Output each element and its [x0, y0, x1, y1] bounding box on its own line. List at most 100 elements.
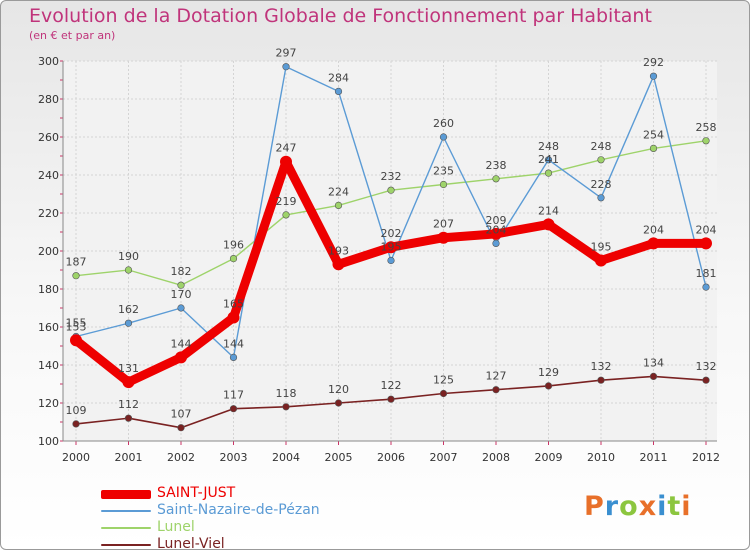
data-point: [700, 237, 712, 250]
data-label: 202: [381, 227, 402, 240]
data-point: [437, 231, 450, 244]
data-label: 254: [643, 128, 664, 141]
data-point: [282, 403, 290, 411]
data-label: 120: [328, 383, 349, 396]
data-label: 260: [433, 117, 454, 130]
data-point: [72, 272, 80, 280]
logo-letter: t: [667, 491, 682, 522]
legend-item: Lunel: [101, 519, 361, 536]
y-tick-label: 280: [38, 93, 59, 106]
y-tick-label: 200: [38, 245, 59, 258]
data-label: 204: [643, 223, 664, 236]
data-point: [177, 424, 185, 432]
y-tick-label: 260: [38, 131, 59, 144]
legend-swatch: [101, 527, 151, 529]
proxiti-logo: Proxiti: [584, 491, 692, 522]
x-tick-label: 2000: [62, 451, 90, 464]
data-point: [492, 386, 500, 394]
x-tick-label: 2001: [115, 451, 143, 464]
data-label: 129: [538, 366, 559, 379]
data-label: 228: [591, 178, 612, 191]
data-label: 238: [486, 159, 507, 172]
logo-letter: r: [604, 491, 620, 522]
data-point: [649, 372, 658, 381]
data-point: [595, 254, 607, 267]
data-point: [702, 137, 710, 145]
data-point: [70, 334, 82, 347]
data-label: 235: [433, 165, 454, 178]
data-label: 209: [486, 214, 507, 227]
data-point: [439, 133, 448, 141]
legend-swatch: [101, 544, 151, 546]
data-label: 122: [381, 379, 402, 392]
data-label: 170: [171, 288, 192, 301]
data-label: 190: [118, 250, 139, 263]
data-point: [122, 376, 135, 389]
y-tick-label: 240: [38, 169, 59, 182]
data-label: 241: [538, 153, 559, 166]
data-point: [492, 239, 500, 247]
y-tick-label: 220: [38, 207, 59, 220]
data-point: [385, 241, 397, 254]
logo-letter: i: [681, 491, 692, 522]
data-point: [387, 256, 395, 265]
data-point: [124, 266, 133, 274]
y-tick-label: 180: [38, 283, 59, 296]
legend-swatch: [101, 489, 151, 499]
x-tick-label: 2011: [640, 451, 668, 464]
data-point: [387, 395, 395, 403]
data-point: [597, 194, 605, 202]
data-label: 134: [643, 356, 664, 369]
data-point: [490, 227, 502, 240]
legend-label: Saint-Nazaire-de-Pézan: [157, 502, 320, 518]
legend-swatch: [101, 510, 151, 512]
data-point: [597, 156, 605, 164]
legend-item: Lunel-Viel: [101, 536, 361, 549]
data-label: 207: [433, 218, 454, 231]
data-label: 155: [66, 317, 87, 330]
data-point: [439, 180, 448, 189]
data-label: 109: [66, 404, 87, 417]
legend-item: Saint-Nazaire-de-Pézan: [101, 502, 361, 519]
x-tick-label: 2009: [535, 451, 563, 464]
data-point: [282, 211, 290, 219]
logo-letter: x: [638, 491, 658, 522]
legend-item: SAINT-JUST: [101, 485, 361, 502]
chart-title: Evolution de la Dotation Globale de Fonc…: [29, 5, 652, 27]
x-tick-label: 2010: [587, 451, 615, 464]
data-label: 193: [328, 244, 349, 257]
data-point: [177, 281, 185, 289]
data-label: 258: [696, 121, 717, 134]
data-point: [492, 175, 500, 183]
legend: SAINT-JUST Saint-Nazaire-de-Pézan Lunel Lun…: [101, 485, 361, 549]
data-label: 284: [328, 71, 349, 84]
data-label: 248: [538, 140, 559, 153]
data-label: 107: [171, 408, 192, 421]
y-tick-label: 100: [38, 435, 59, 448]
data-point: [229, 405, 238, 413]
data-point: [544, 156, 553, 164]
data-label: 214: [538, 204, 559, 217]
data-point: [282, 63, 290, 71]
data-label: 132: [591, 360, 612, 373]
data-label: 125: [433, 374, 454, 387]
data-label: 131: [118, 362, 139, 375]
data-label: 219: [276, 195, 297, 208]
data-point: [702, 283, 710, 291]
data-label: 187: [66, 256, 87, 269]
y-tick-label: 140: [38, 359, 59, 372]
data-label: 204: [696, 223, 717, 236]
data-label: 153: [66, 320, 87, 333]
logo-letter: P: [584, 491, 605, 522]
data-label: 247: [276, 142, 297, 155]
logo-letter: i: [657, 491, 668, 522]
data-point: [387, 186, 395, 194]
data-label: 181: [696, 267, 717, 280]
y-tick-label: 120: [38, 397, 59, 410]
data-label: 127: [486, 370, 507, 383]
data-point: [229, 255, 238, 263]
data-label: 297: [276, 47, 297, 60]
data-label: 292: [643, 56, 664, 69]
x-tick-label: 2002: [167, 451, 195, 464]
x-tick-label: 2004: [272, 451, 300, 464]
